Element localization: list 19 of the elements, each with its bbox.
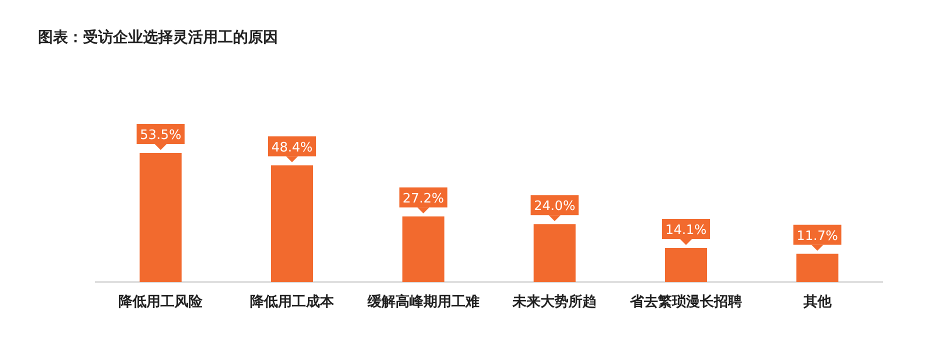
data-label: 11.7%: [796, 228, 838, 244]
bar: [534, 224, 576, 282]
data-label: 14.1%: [665, 223, 707, 238]
data-label: 27.2%: [402, 191, 444, 206]
data-label: 53.5%: [140, 128, 182, 143]
x-tick-label: 未来大势所趋: [512, 294, 597, 310]
bar: [402, 216, 444, 282]
x-tick-label: 降低用工成本: [250, 294, 335, 310]
data-label: 24.0%: [534, 199, 576, 214]
data-label: 48.4%: [271, 140, 313, 156]
x-tick-label: 缓解高峰期用工难: [366, 293, 480, 310]
x-tick-label: 其他: [802, 294, 832, 310]
bar: [796, 254, 838, 282]
x-tick-label: 降低用工风险: [118, 294, 204, 310]
chart-title: 图表：受访企业选择灵活用工的原因: [38, 28, 278, 46]
bar: [665, 248, 707, 282]
x-tick-label: 省去繁琐漫长招聘: [629, 294, 742, 310]
bar: [271, 165, 313, 282]
bar: [140, 153, 182, 282]
